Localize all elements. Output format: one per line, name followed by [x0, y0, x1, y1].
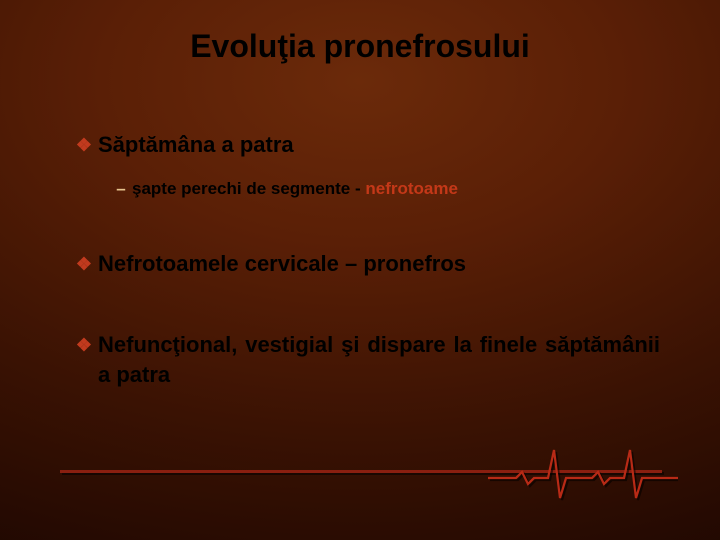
highlight-term: nefrotoame: [365, 179, 458, 198]
diamond-bullet-icon: ❖: [70, 130, 98, 157]
bullet-text: Săptămâna a patra: [98, 130, 660, 160]
slide: Evoluţia pronefrosului ❖Săptămâna a patr…: [0, 0, 720, 540]
slide-content: ❖Săptămâna a patra–şapte perechi de segm…: [70, 130, 660, 390]
bullet-level-2: –şapte perechi de segmente - nefrotoame: [110, 178, 660, 201]
bullet-text: Nefrotoamele cervicale – pronefros: [98, 249, 660, 279]
bullet-text: Nefuncţional, vestigial şi dispare la fi…: [98, 330, 660, 389]
diamond-bullet-icon: ❖: [70, 330, 98, 357]
slide-title: Evoluţia pronefrosului: [0, 0, 720, 65]
bullet-level-1: ❖Săptămâna a patra: [70, 130, 660, 160]
ecg-line: [488, 450, 678, 498]
bullet-level-1: ❖Nefuncţional, vestigial şi dispare la f…: [70, 330, 660, 389]
bullet-level-1: ❖Nefrotoamele cervicale – pronefros: [70, 249, 660, 279]
diamond-bullet-icon: ❖: [70, 249, 98, 276]
bullet-text: şapte perechi de segmente - nefrotoame: [132, 178, 458, 201]
dash-bullet-icon: –: [110, 178, 132, 201]
ecg-icon: [488, 438, 678, 502]
